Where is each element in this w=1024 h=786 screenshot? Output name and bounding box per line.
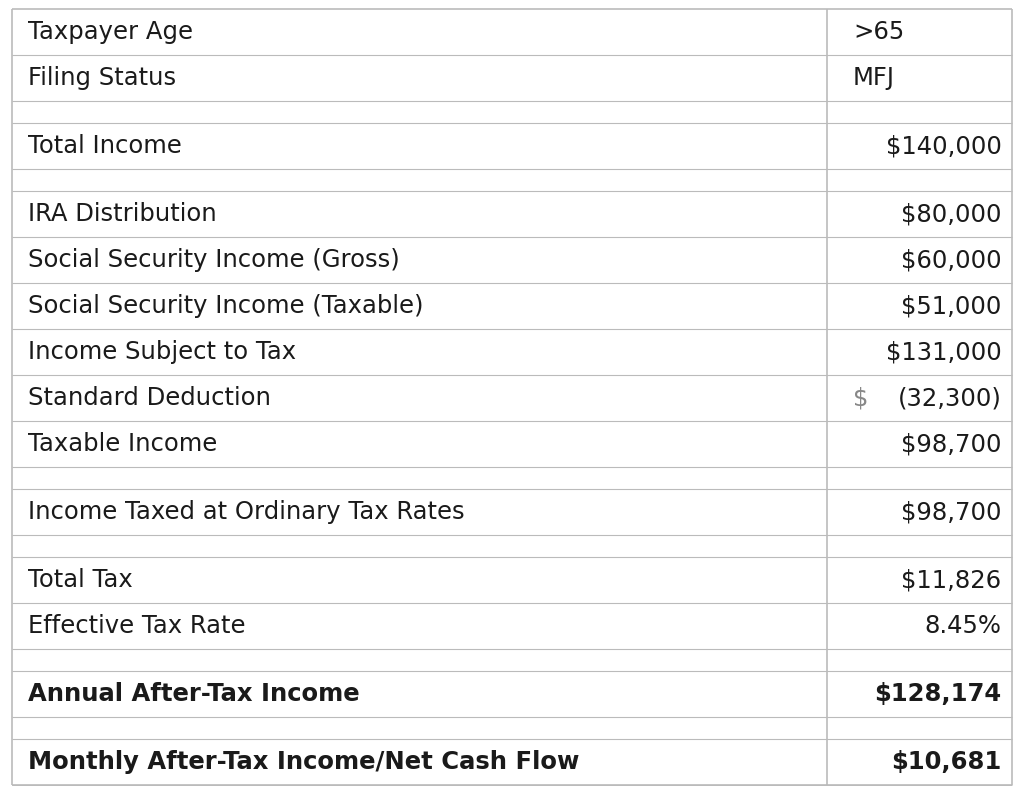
Text: $60,000: $60,000	[901, 248, 1001, 273]
Text: $10,681: $10,681	[891, 750, 1001, 774]
Text: Social Security Income (Gross): Social Security Income (Gross)	[28, 248, 399, 273]
Text: $11,826: $11,826	[901, 568, 1001, 593]
Text: IRA Distribution: IRA Distribution	[28, 202, 216, 226]
Text: Standard Deduction: Standard Deduction	[28, 386, 270, 410]
Text: $80,000: $80,000	[901, 202, 1001, 226]
Text: Income Subject to Tax: Income Subject to Tax	[28, 340, 296, 365]
Text: Social Security Income (Taxable): Social Security Income (Taxable)	[28, 294, 423, 318]
Text: $51,000: $51,000	[901, 294, 1001, 318]
Text: (32,300): (32,300)	[898, 386, 1001, 410]
Text: Annual After-Tax Income: Annual After-Tax Income	[28, 682, 359, 707]
Text: $98,700: $98,700	[901, 432, 1001, 457]
Text: $98,700: $98,700	[901, 500, 1001, 524]
Text: MFJ: MFJ	[853, 66, 895, 90]
Text: Taxable Income: Taxable Income	[28, 432, 217, 457]
Text: $128,174: $128,174	[874, 682, 1001, 707]
Text: $131,000: $131,000	[886, 340, 1001, 365]
Text: Total Income: Total Income	[28, 134, 181, 159]
Text: Income Taxed at Ordinary Tax Rates: Income Taxed at Ordinary Tax Rates	[28, 500, 464, 524]
Text: $140,000: $140,000	[886, 134, 1001, 159]
Text: $: $	[853, 386, 868, 410]
Text: Effective Tax Rate: Effective Tax Rate	[28, 614, 245, 638]
Text: 8.45%: 8.45%	[925, 614, 1001, 638]
Text: Total Tax: Total Tax	[28, 568, 132, 593]
Text: >65: >65	[853, 20, 904, 45]
Text: Monthly After-Tax Income/Net Cash Flow: Monthly After-Tax Income/Net Cash Flow	[28, 750, 579, 774]
Text: Filing Status: Filing Status	[28, 66, 176, 90]
Text: Taxpayer Age: Taxpayer Age	[28, 20, 193, 45]
